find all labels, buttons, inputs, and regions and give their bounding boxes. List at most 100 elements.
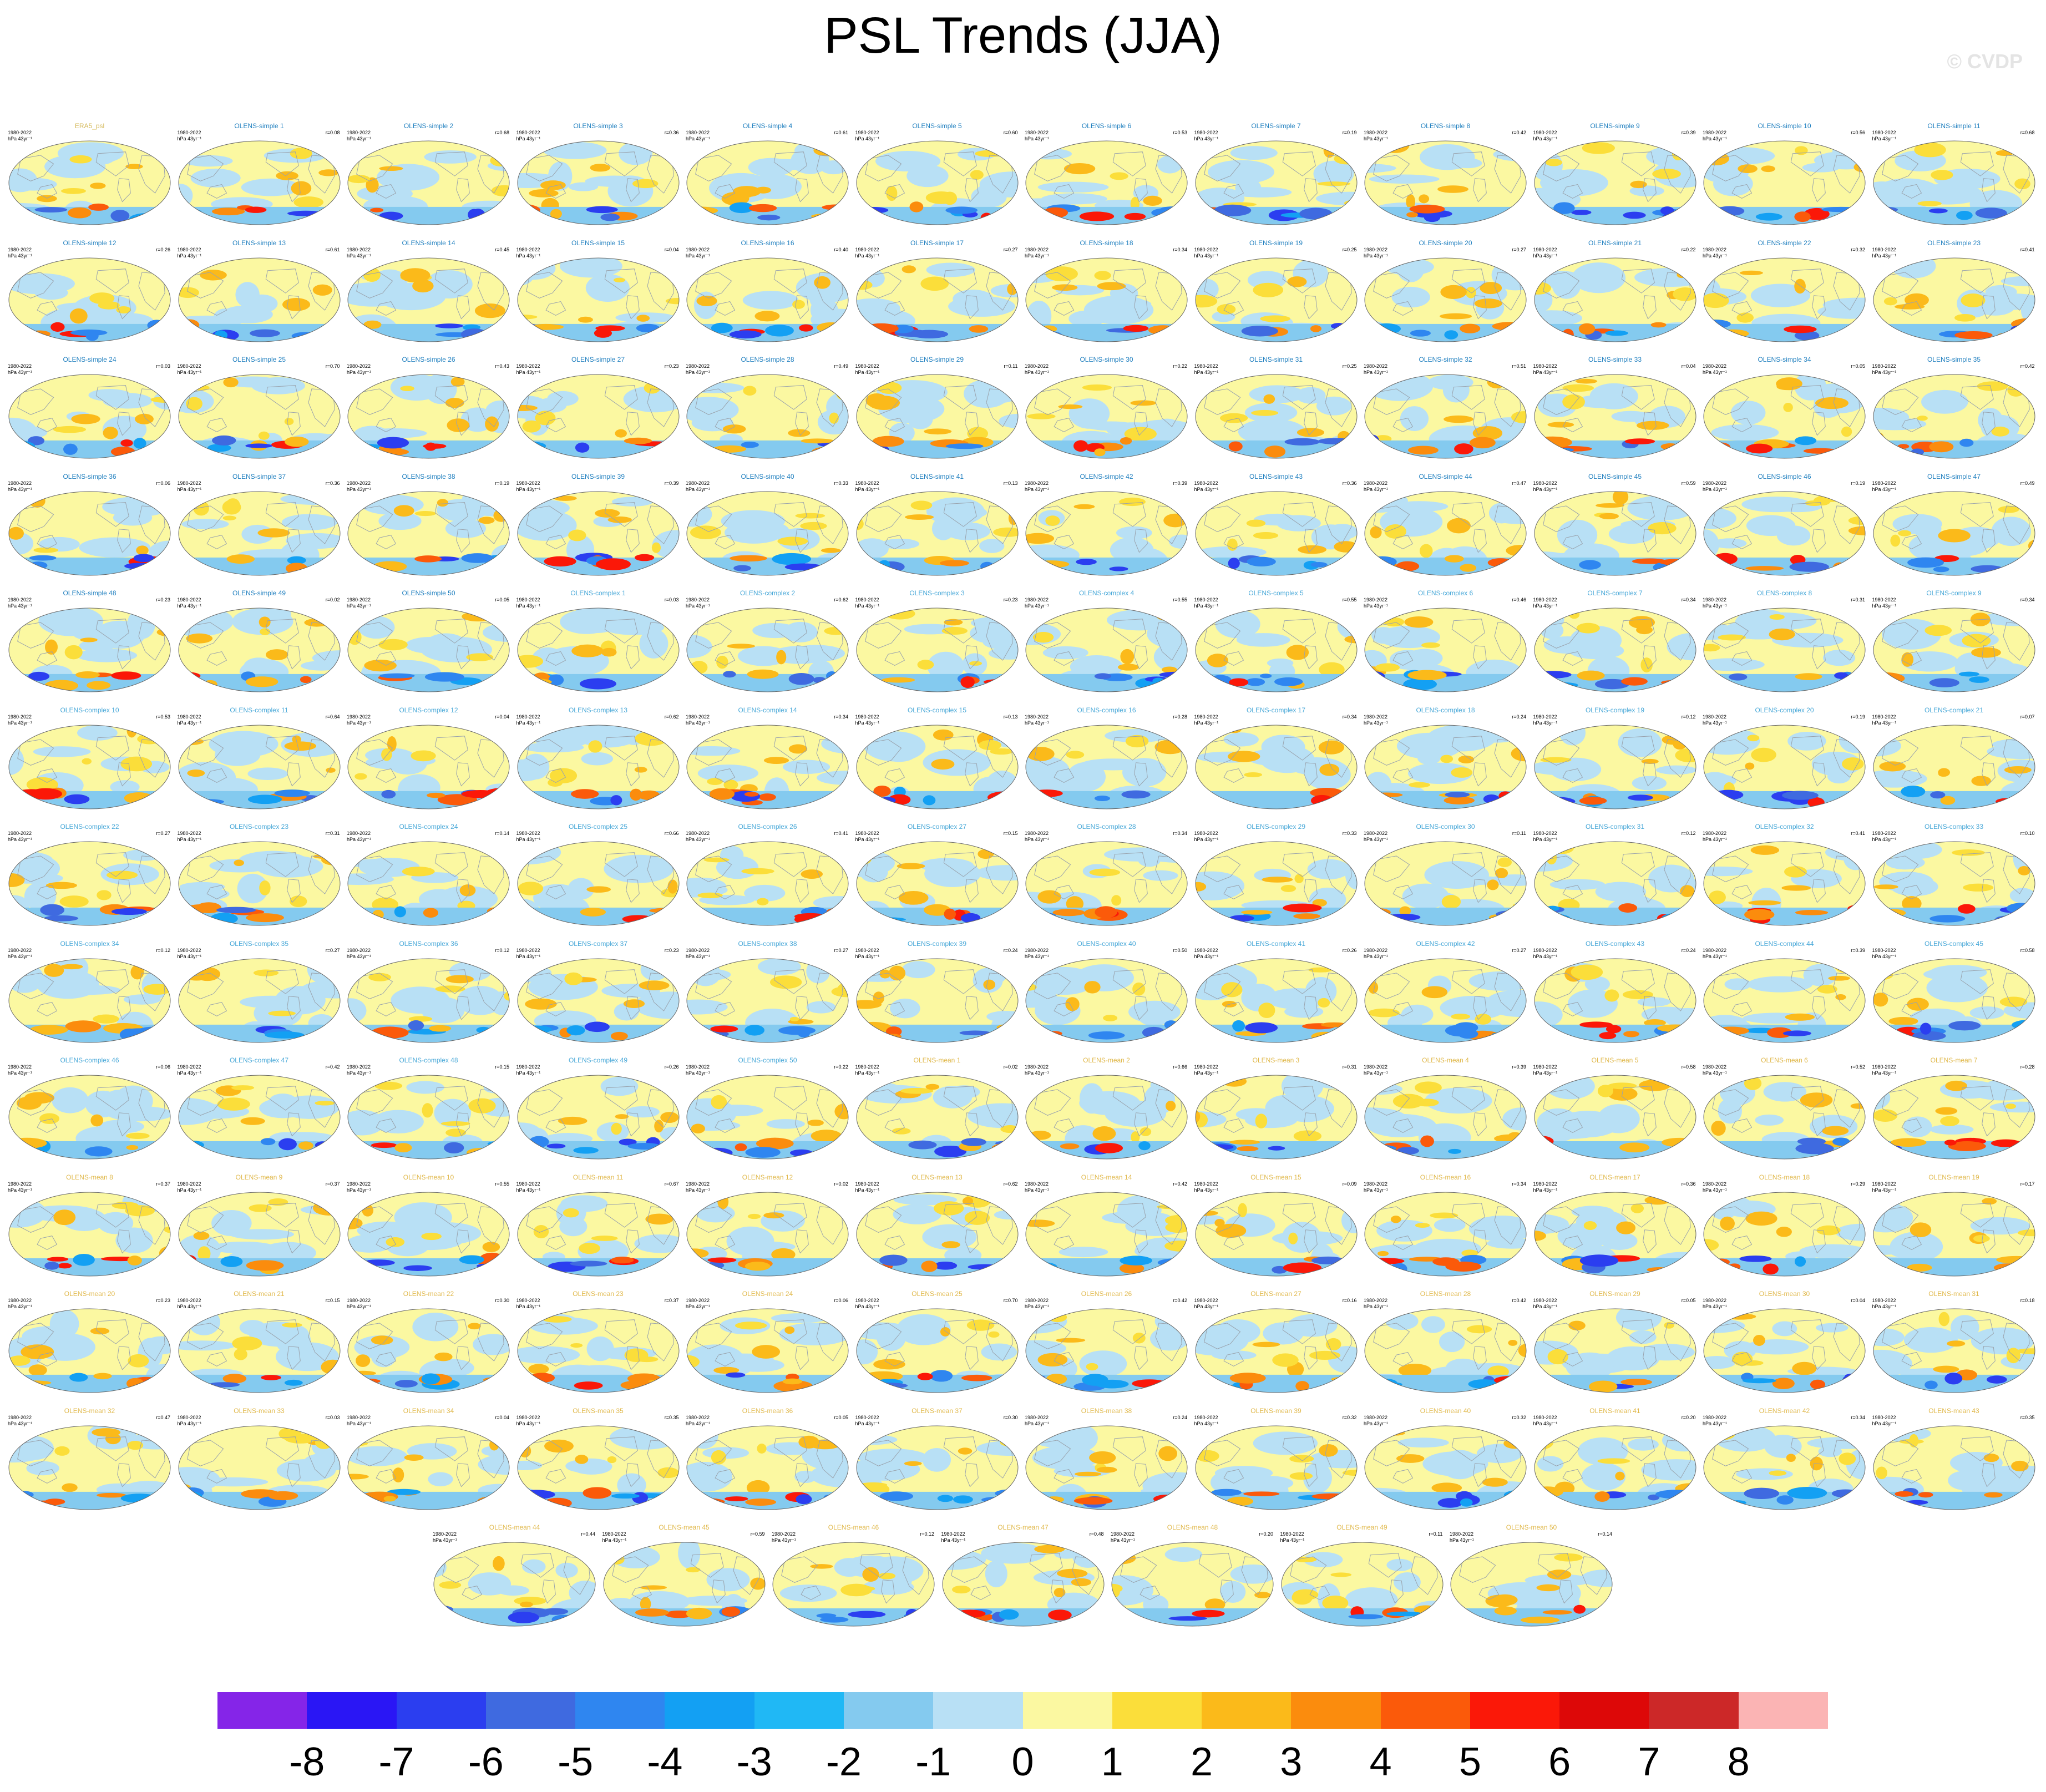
coastline bbox=[525, 972, 563, 999]
panel-meta: 1980-2022 hPa 43yr⁻¹ bbox=[1364, 1415, 1388, 1427]
trend-map bbox=[1195, 841, 1357, 926]
trend-patch bbox=[1658, 559, 1692, 565]
panel-meta: 1980-2022 hPa 43yr⁻¹ bbox=[1703, 1064, 1727, 1076]
panel-years: 1980-2022 bbox=[1703, 246, 1727, 252]
panel-units: hPa 43yr⁻¹ bbox=[1533, 369, 1558, 375]
coastline bbox=[964, 762, 979, 787]
panel-title: OLENS-mean 43 bbox=[1928, 1406, 1979, 1415]
coastline bbox=[525, 855, 563, 882]
trend-patch bbox=[613, 277, 625, 282]
trend-patch bbox=[1441, 895, 1461, 909]
coastline bbox=[943, 268, 977, 293]
panel-years: 1980-2022 bbox=[1872, 130, 1896, 135]
trend-map bbox=[686, 140, 849, 225]
coastline bbox=[715, 301, 736, 316]
panel-units: hPa 43yr⁻¹ bbox=[516, 1187, 541, 1193]
coastline bbox=[773, 385, 807, 410]
trend-patch bbox=[998, 558, 1018, 564]
panel-title: OLENS-mean 4 bbox=[1422, 1056, 1469, 1064]
map-panel: OLENS-mean 33 1980-2022 hPa 43yr⁻¹ r=0.03 bbox=[178, 1407, 341, 1512]
trend-patch bbox=[744, 791, 759, 797]
trend-map bbox=[856, 257, 1018, 342]
panel-units: hPa 43yr⁻¹ bbox=[855, 1420, 880, 1426]
map-panel: OLENS-complex 44 1980-2022 hPa 43yr⁻¹ r=0.3… bbox=[1703, 940, 1866, 1045]
trend-map bbox=[8, 841, 171, 926]
panel-units: hPa 43yr⁻¹ bbox=[1872, 369, 1897, 375]
trend-patch bbox=[1739, 270, 1763, 275]
coastline bbox=[37, 1352, 58, 1366]
trend-patch bbox=[1348, 1614, 1383, 1619]
trend-patch bbox=[1330, 322, 1346, 329]
panel-correlation: r=0.09 bbox=[1342, 1181, 1357, 1187]
coastline bbox=[1621, 502, 1655, 527]
map-panel: OLENS-complex 37 1980-2022 hPa 43yr⁻¹ r=0.2… bbox=[516, 940, 680, 1045]
trend-patch bbox=[586, 206, 618, 214]
trend-patch bbox=[827, 1378, 848, 1390]
trend-map bbox=[856, 1308, 1018, 1393]
panel-meta: 1980-2022 hPa 43yr⁻¹ bbox=[1364, 1181, 1388, 1193]
panel-meta: 1980-2022 hPa 43yr⁻¹ bbox=[1194, 1181, 1219, 1193]
trend-patch bbox=[126, 1145, 139, 1150]
panel-correlation: r=0.05 bbox=[1851, 363, 1865, 369]
trend-patch bbox=[1289, 1455, 1314, 1462]
map-panel: OLENS-complex 5 1980-2022 hPa 43yr⁻¹ r=0.55 bbox=[1194, 589, 1358, 694]
panel-years: 1980-2022 bbox=[1364, 1414, 1388, 1420]
panel-years: 1980-2022 bbox=[1364, 130, 1388, 135]
trend-patch bbox=[521, 753, 549, 779]
trend-patch bbox=[1873, 181, 1903, 207]
trend-map bbox=[1364, 140, 1527, 225]
panel-units: hPa 43yr⁻¹ bbox=[1280, 1537, 1305, 1543]
trend-patch bbox=[1657, 1024, 1694, 1032]
panel-years: 1980-2022 bbox=[1872, 1064, 1896, 1070]
map-panel: OLENS-simple 48 1980-2022 hPa 43yr⁻¹ r=0.23 bbox=[8, 589, 171, 694]
panel-units: hPa 43yr⁻¹ bbox=[686, 486, 710, 492]
panel-correlation: r=0.61 bbox=[834, 130, 848, 135]
trend-patch bbox=[1999, 996, 2027, 1007]
trend-patch bbox=[1776, 1495, 1794, 1505]
trend-map bbox=[178, 725, 340, 809]
southern-ocean-band bbox=[687, 1024, 848, 1042]
panel-title: OLENS-mean 6 bbox=[1761, 1056, 1808, 1064]
trend-patch bbox=[1576, 622, 1600, 634]
trend-patch bbox=[1873, 679, 1900, 685]
panel-title: OLENS-mean 32 bbox=[64, 1406, 115, 1415]
trend-patch bbox=[757, 898, 769, 905]
trend-patch bbox=[64, 645, 83, 660]
map-panel: OLENS-mean 47 1980-2022 hPa 43yr⁻¹ r=0.48 bbox=[941, 1523, 1105, 1628]
coastline bbox=[1459, 1556, 1496, 1583]
trend-patch bbox=[1900, 785, 1925, 797]
panel-units: hPa 43yr⁻¹ bbox=[1533, 136, 1558, 141]
trend-patch bbox=[73, 1253, 95, 1266]
trend-patch bbox=[2010, 325, 2033, 333]
trend-patch bbox=[264, 1031, 304, 1039]
map-frame bbox=[1025, 608, 1188, 692]
trend-patch bbox=[1365, 1107, 1406, 1126]
trend-map bbox=[1534, 1075, 1696, 1160]
panel-correlation: r=0.30 bbox=[495, 1298, 509, 1303]
trend-patch bbox=[687, 729, 707, 738]
panel-correlation: r=0.36 bbox=[1342, 480, 1357, 486]
trend-patch bbox=[1495, 868, 1508, 879]
map-frame bbox=[1703, 1075, 1866, 1160]
panel-units: hPa 43yr⁻¹ bbox=[1364, 252, 1388, 259]
coastline bbox=[795, 178, 809, 203]
coastline bbox=[864, 388, 902, 415]
panel-title: OLENS-complex 44 bbox=[1755, 939, 1814, 948]
trend-patch bbox=[9, 1355, 31, 1366]
trend-patch bbox=[1614, 1471, 1625, 1480]
trend-patch bbox=[859, 862, 888, 883]
trend-patch bbox=[314, 1101, 335, 1106]
coastline bbox=[1562, 1235, 1583, 1250]
trend-patch bbox=[1583, 1221, 1597, 1230]
coastline bbox=[1981, 295, 1996, 320]
coastline bbox=[1981, 879, 1996, 903]
panel-years: 1980-2022 bbox=[177, 831, 201, 836]
coastline bbox=[773, 969, 807, 994]
trend-patch bbox=[424, 442, 437, 451]
panel-title: OLENS-mean 16 bbox=[1420, 1173, 1471, 1181]
coastline bbox=[1901, 534, 1922, 549]
trend-map bbox=[1364, 491, 1527, 575]
map-panel: OLENS-mean 34 1980-2022 hPa 43yr⁻¹ r=0.04 bbox=[347, 1407, 510, 1512]
coastline bbox=[884, 1352, 905, 1366]
coastline bbox=[456, 645, 470, 670]
